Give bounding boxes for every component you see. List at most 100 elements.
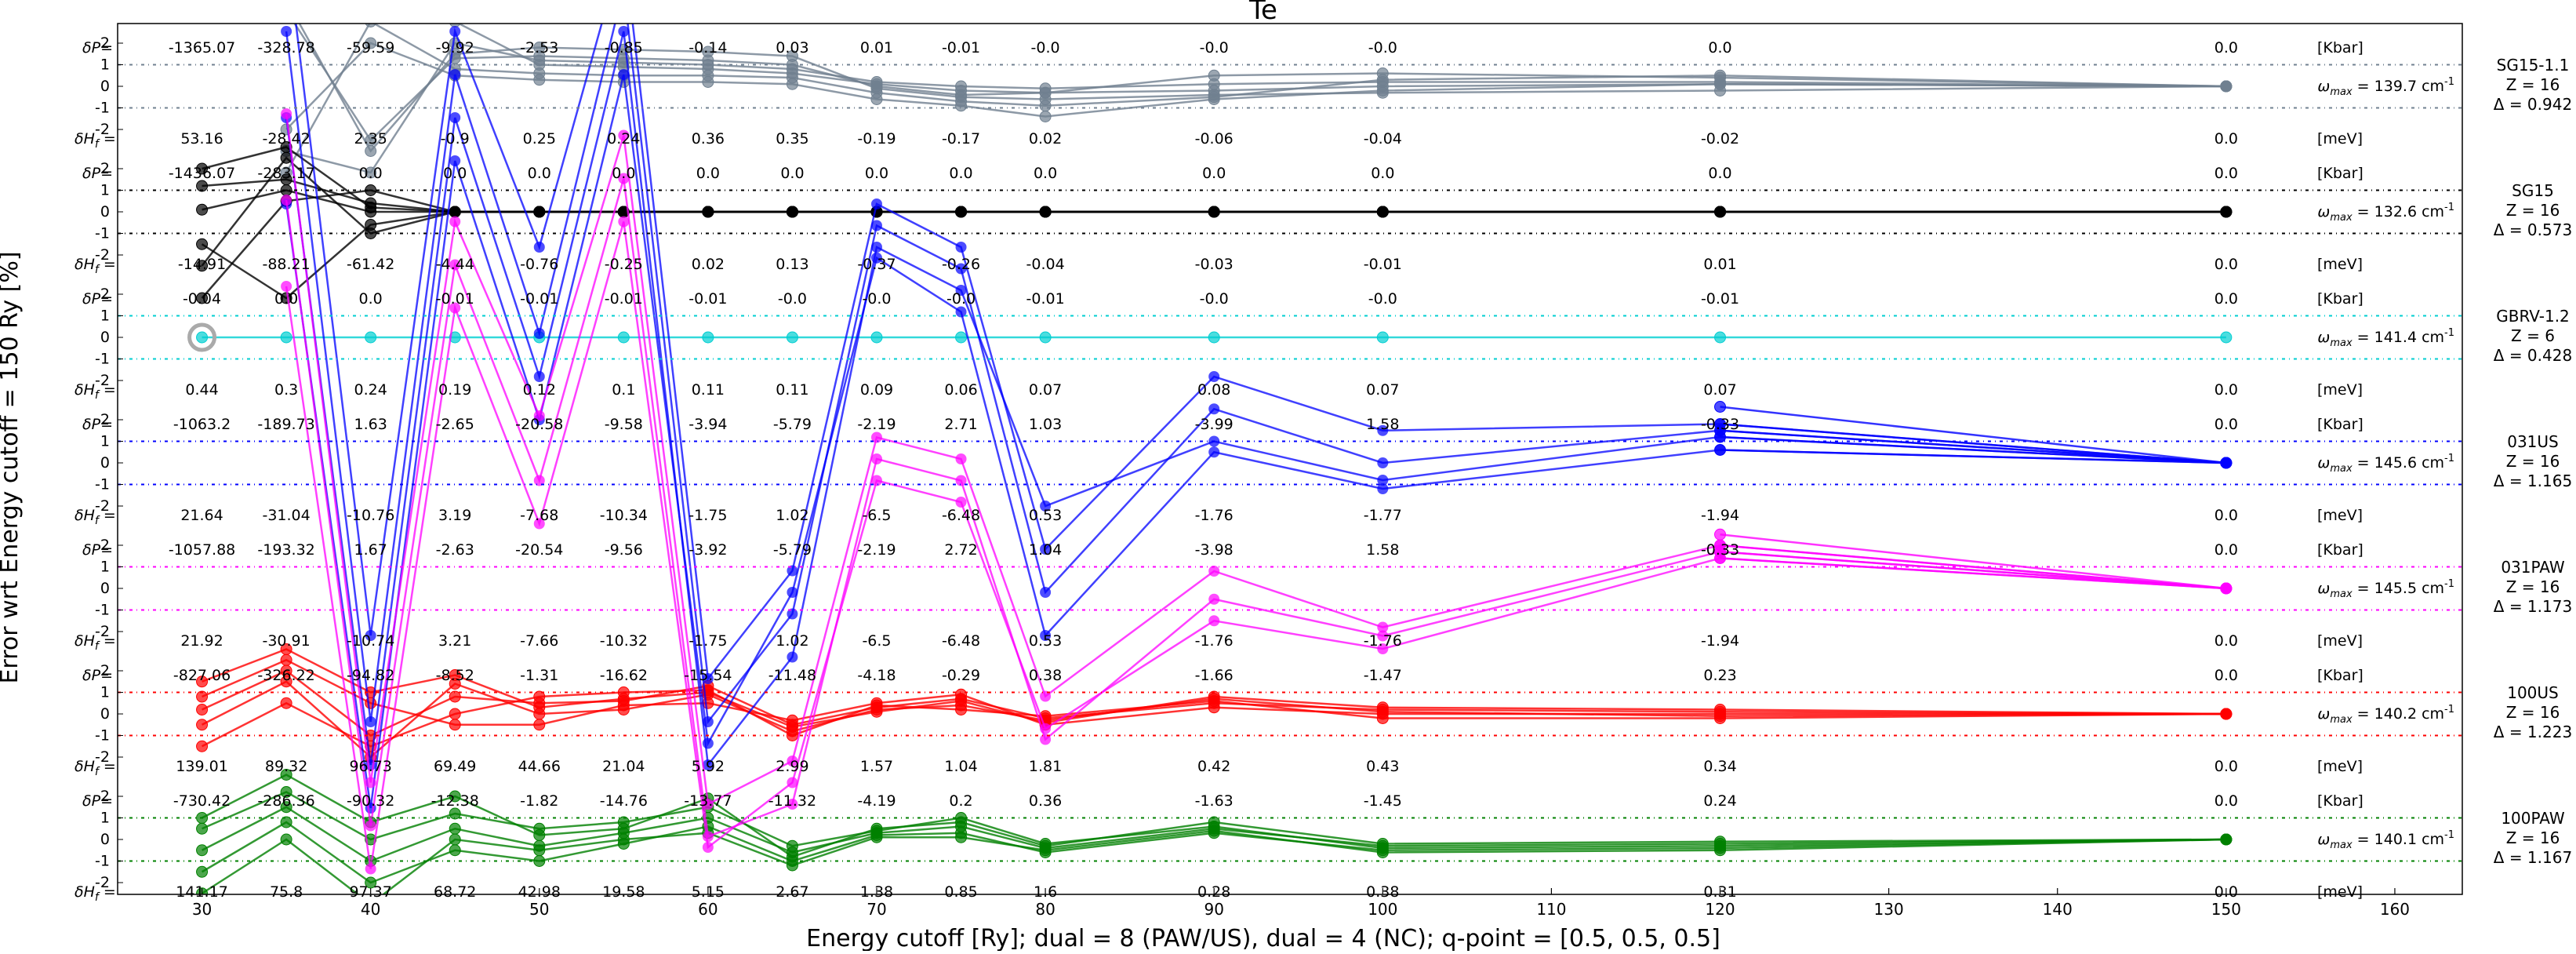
dp-value: 0.0: [359, 165, 383, 182]
dh-value: 0.42: [1197, 758, 1230, 775]
pseudo-delta: Δ = 1.173: [2494, 597, 2572, 616]
cross-series-point: [702, 799, 714, 810]
chart-title: Te: [1248, 0, 1277, 26]
dp-value: 0.0: [528, 165, 551, 182]
omega-max-label: ωmax = 141.4 cm-1: [2317, 327, 2454, 349]
omega-max-label: ωmax = 139.7 cm-1: [2317, 76, 2454, 98]
cross-series-point: [702, 759, 714, 770]
dh-row-label: δHf =: [74, 130, 116, 151]
cross-series-point: [533, 518, 545, 530]
dh-value: -88.21: [262, 256, 310, 273]
dh-value: -0.17: [942, 130, 980, 147]
dp-value: -0.33: [1701, 541, 1739, 559]
cross-series-point: [1714, 444, 1726, 456]
dp-value: -5.79: [773, 416, 812, 433]
kbar-unit: [Kbar]: [2317, 165, 2363, 182]
series-point: [449, 807, 461, 820]
dh-subscript: f: [95, 766, 100, 778]
dh-value: 2.35: [354, 130, 387, 147]
cross-series-point: [787, 587, 798, 598]
dp-value: 0.0: [1371, 165, 1394, 182]
dh-subscript: f: [95, 138, 100, 151]
dp-value: -59.59: [347, 39, 394, 56]
dp-value: 0.0: [2214, 290, 2238, 308]
series-point: [955, 100, 968, 112]
series-point: [196, 865, 209, 878]
pseudo-delta: Δ = 1.165: [2494, 472, 2572, 490]
dp-value: 0.0: [1708, 165, 1731, 182]
dp-value: -0.0: [1200, 290, 1229, 308]
dp-value: 0.0: [2214, 667, 2238, 684]
cross-series-point: [955, 263, 967, 275]
x-tick-label: 60: [698, 900, 718, 919]
dh-value: 0.0: [2214, 632, 2238, 650]
y-tick-label: -1: [95, 727, 110, 745]
dp-value: -12.38: [431, 792, 479, 810]
dh-value: -0.01: [1364, 256, 1402, 273]
dh-value: 0.3: [274, 381, 298, 399]
series-point: [2220, 833, 2233, 846]
dp-value: -1.31: [520, 667, 558, 684]
dh-value: -0.25: [605, 256, 643, 273]
cross-series-point: [365, 777, 376, 788]
y-tick-label: 2: [100, 160, 110, 177]
dh-value: 0.0: [2214, 381, 2238, 399]
cross-series-point: [533, 410, 545, 421]
cross-series-point: [449, 112, 461, 123]
dh-symbol: δH: [74, 632, 95, 650]
pseudo-delta: Δ = 1.167: [2494, 848, 2572, 867]
omega-max-label: ωmax = 145.5 cm-1: [2317, 578, 2454, 600]
cross-series-point: [787, 608, 798, 620]
series-point: [1376, 206, 1389, 218]
omega-value: = 139.7 cm: [2353, 78, 2444, 95]
series-point: [786, 78, 798, 90]
series-point: [280, 833, 292, 846]
dp-value: 1.63: [354, 416, 387, 433]
series-point: [786, 331, 798, 344]
dh-value: 75.8: [270, 883, 303, 901]
series-point: [1714, 401, 1727, 413]
y-tick-label: 2: [100, 662, 110, 679]
dh-value: 0.36: [692, 130, 725, 147]
dp-value: -2.53: [520, 39, 558, 56]
cross-series-line: [285, 31, 2226, 768]
y-tick-label: 0: [100, 831, 110, 848]
dp-value: -4.18: [857, 667, 896, 684]
cross-series-line: [285, 24, 2226, 725]
dh-subscript: f: [95, 515, 100, 527]
series-point: [280, 697, 292, 709]
dp-value: -15.54: [684, 667, 732, 684]
cross-series-point: [1040, 544, 1052, 555]
dp-value: 0.0: [780, 165, 804, 182]
dh-value: 1.04: [944, 758, 977, 775]
cross-series-point: [787, 651, 798, 663]
dh-equals: =: [99, 381, 116, 399]
dh-value: 1.02: [776, 507, 808, 524]
cross-series-point: [1208, 403, 1220, 415]
series-point: [365, 134, 377, 147]
series-point: [786, 839, 798, 852]
y-tick-label: -2: [95, 497, 110, 515]
series-point: [533, 206, 546, 218]
cross-series-point: [1040, 690, 1052, 702]
dp-value: -0.85: [605, 39, 643, 56]
dp-row-label: δP=: [82, 416, 113, 433]
series-point: [280, 786, 292, 798]
plot-frame: [117, 23, 2463, 895]
dh-value: 53.16: [180, 130, 223, 147]
dp-value: 0.36: [1029, 792, 1062, 810]
dp-value: -1365.07: [169, 39, 235, 56]
series-point: [280, 675, 292, 688]
dp-value: -11.48: [768, 667, 816, 684]
y-tick-label: 1: [100, 684, 110, 701]
y-tick-label: -2: [95, 748, 110, 766]
dp-value: -9.56: [605, 541, 643, 559]
dh-value: 0.24: [354, 381, 387, 399]
dh-value: 96.73: [349, 758, 391, 775]
cross-series-point: [365, 716, 376, 727]
series-point: [1714, 206, 1727, 218]
dh-row-label: δHf =: [74, 758, 116, 778]
dh-row-label: δHf =: [74, 883, 116, 904]
dh-value: -6.48: [942, 507, 980, 524]
y-tick-label: 1: [100, 810, 110, 827]
